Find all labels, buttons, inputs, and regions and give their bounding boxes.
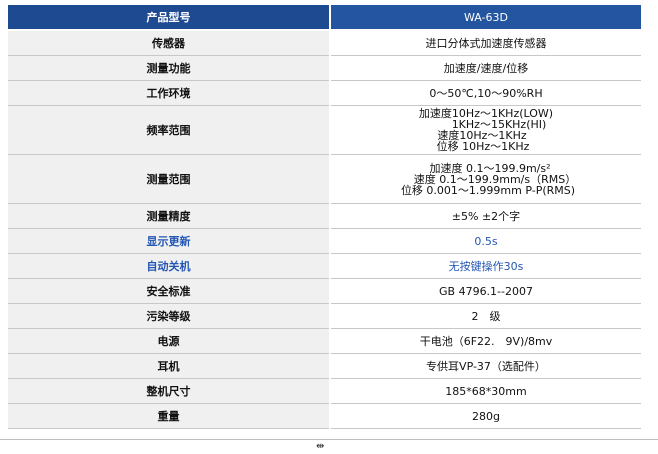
freq-line: 速度10Hz～1KHz (437, 129, 527, 142)
row-value: 干电池（6F22. 9V)/8mv (330, 328, 641, 354)
row-value: 0.5s (330, 228, 641, 254)
row-label: 显示更新 (8, 228, 331, 254)
row-power: 电源 干电池（6F22. 9V)/8mv (8, 328, 641, 354)
row-value: 专供耳VP-37（选配件） (330, 353, 641, 379)
row-safety-standard: 安全标准 GB 4796.1--2007 (8, 278, 641, 304)
row-value: 280g (330, 403, 641, 429)
row-value-multiline: 加速度 0.1～199.9m/s² 速度 0.1～199.9mm/s（RMS） … (330, 154, 641, 204)
row-value: 0～50℃,10～90%RH (330, 80, 641, 106)
row-label: 频率范围 (8, 105, 331, 155)
row-value: 2 级 (330, 303, 641, 329)
row-measure-range: 测量范围 加速度 0.1～199.9m/s² 速度 0.1～199.9mm/s（… (8, 154, 641, 204)
row-value: GB 4796.1--2007 (330, 278, 641, 304)
row-value: ±5% ±2个字 (330, 203, 641, 229)
row-label: 电源 (8, 328, 331, 354)
row-label: 整机尺寸 (8, 378, 331, 404)
row-label: 测量精度 (8, 203, 331, 229)
header-label: 产品型号 (8, 5, 331, 31)
row-value: 无按键操作30s (330, 253, 641, 279)
range-line: 加速度 0.1～199.9m/s² (429, 161, 551, 175)
row-label: 污染等级 (8, 303, 331, 329)
resize-handle-icon[interactable]: ⇹ (316, 441, 325, 452)
row-value: 加速度/速度/位移 (330, 55, 641, 81)
row-weight: 重量 280g (8, 403, 641, 429)
freq-line: 1KHz～15KHz(HI) (451, 118, 547, 131)
row-accuracy: 测量精度 ±5% ±2个字 (8, 203, 641, 229)
row-dimensions: 整机尺寸 185*68*30mm (8, 378, 641, 404)
row-sensor: 传感器 进口分体式加速度传感器 (8, 30, 641, 56)
range-line: 速度 0.1～199.9mm/s（RMS） (413, 172, 577, 186)
row-pollution-level: 污染等级 2 级 (8, 303, 641, 329)
table-header-row: 产品型号 WA-63D (8, 5, 641, 31)
range-line: 位移 0.001～1.999mm P-P(RMS) (400, 183, 576, 197)
row-label: 测量功能 (8, 55, 331, 81)
row-value: 进口分体式加速度传感器 (330, 30, 641, 56)
freq-line: 加速度10Hz～1KHz(LOW) (418, 107, 554, 120)
row-display-update: 显示更新 0.5s (8, 228, 641, 254)
row-label: 重量 (8, 403, 331, 429)
bottom-divider (0, 439, 658, 440)
row-environment: 工作环境 0～50℃,10～90%RH (8, 80, 641, 106)
row-frequency-range: 频率范围 加速度10Hz～1KHz(LOW) 1KHz～15KHz(HI) 速度… (8, 105, 641, 155)
freq-line: 位移 10Hz～1KHz (436, 140, 530, 153)
row-value-multiline: 加速度10Hz～1KHz(LOW) 1KHz～15KHz(HI) 速度10Hz～… (330, 105, 641, 155)
spec-table: 产品型号 WA-63D 传感器 进口分体式加速度传感器 测量功能 加速度/速度/… (8, 5, 641, 429)
row-measure-function: 测量功能 加速度/速度/位移 (8, 55, 641, 81)
row-label: 自动关机 (8, 253, 331, 279)
row-auto-off: 自动关机 无按键操作30s (8, 253, 641, 279)
row-label: 耳机 (8, 353, 331, 379)
row-label: 测量范围 (8, 154, 331, 204)
row-earphone: 耳机 专供耳VP-37（选配件） (8, 353, 641, 379)
row-value: 185*68*30mm (330, 378, 641, 404)
row-label: 安全标准 (8, 278, 331, 304)
row-label: 传感器 (8, 30, 331, 56)
header-value: WA-63D (330, 5, 641, 31)
row-label: 工作环境 (8, 80, 331, 106)
